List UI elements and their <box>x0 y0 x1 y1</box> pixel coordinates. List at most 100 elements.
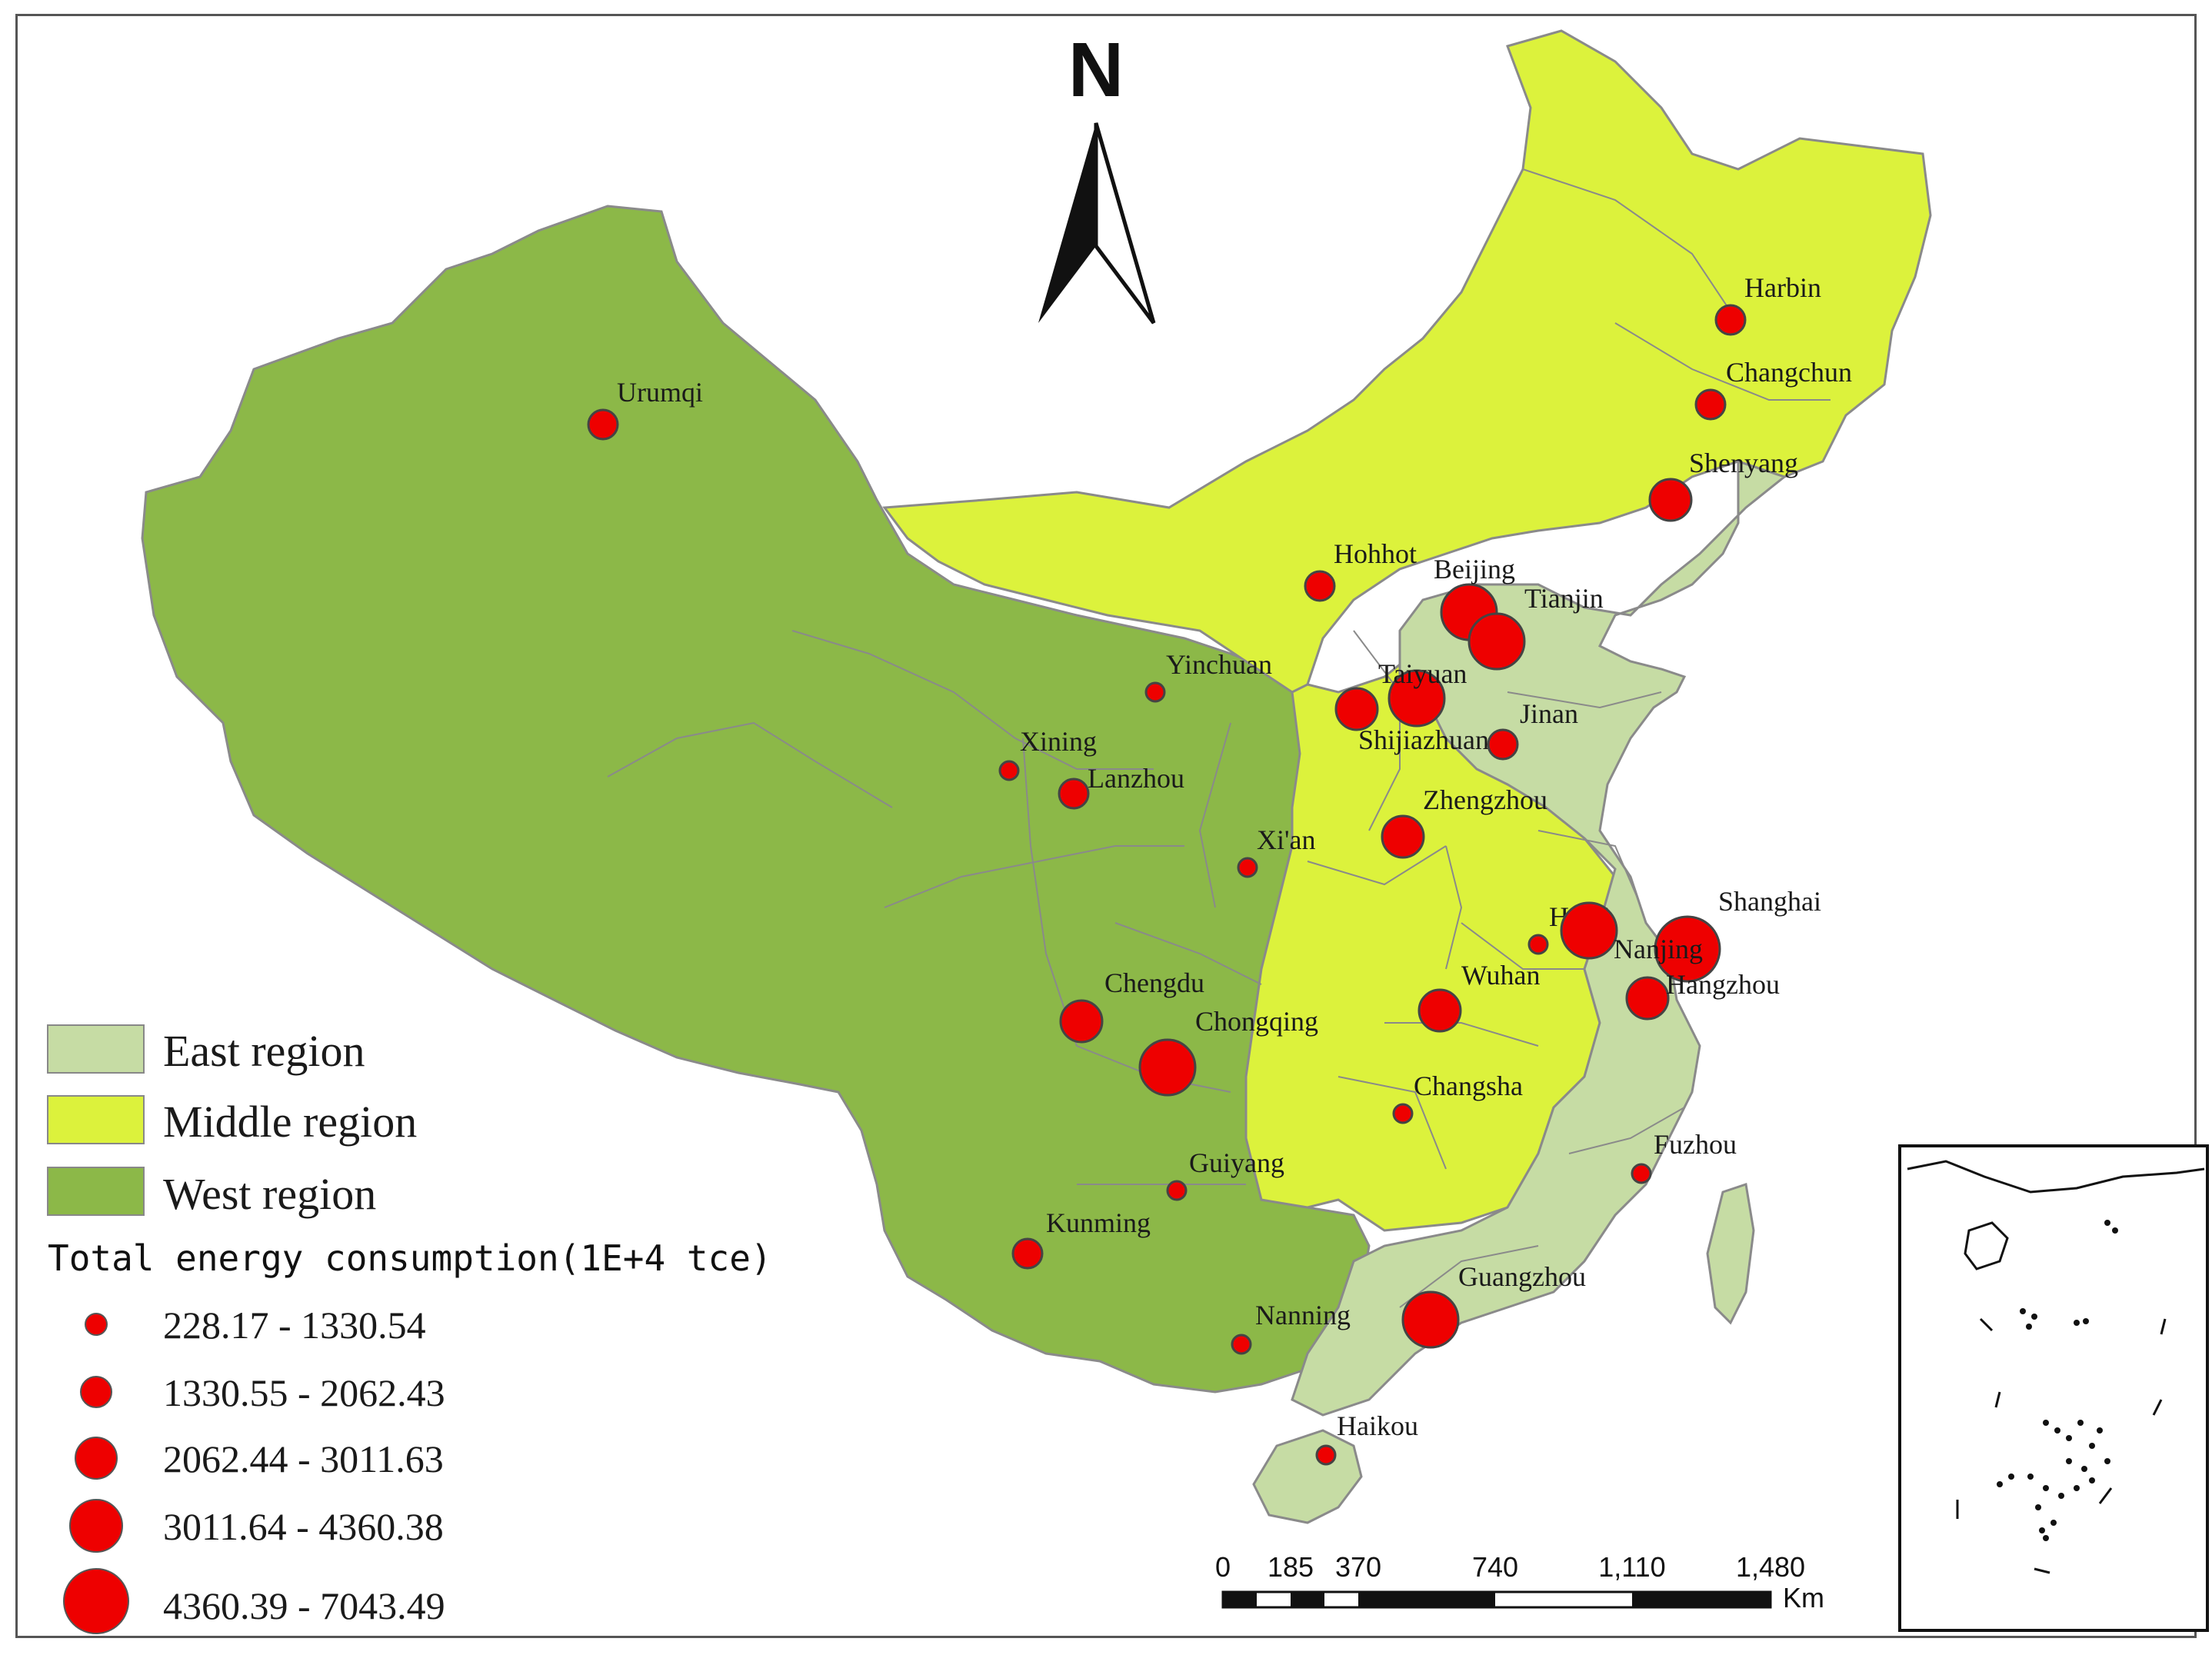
city-marker-urumqi <box>587 408 619 441</box>
city-label-zhengzhou: Zhengzhou <box>1423 784 1547 815</box>
legend-class-3: 2062.44 - 3011.63 <box>75 1437 444 1480</box>
city-nanjing: Nanjing <box>1560 901 1703 964</box>
legend-region-east: East region <box>47 1024 365 1076</box>
city-beijing: Beijing <box>1434 554 1515 641</box>
legend-circle-2 <box>80 1376 112 1408</box>
city-label-wuhan: Wuhan <box>1461 960 1541 991</box>
middle-region-area <box>882 29 1932 1232</box>
city-lanzhou: Lanzhou <box>1058 763 1184 810</box>
legend-label-west: West region <box>163 1169 376 1219</box>
city-marker-nanning <box>1231 1334 1252 1355</box>
city-marker-yinchuan <box>1144 681 1166 703</box>
legend-swatch-middle <box>47 1095 145 1144</box>
city-marker-taiyuan <box>1387 669 1446 728</box>
city-shanghai: Shanghai <box>1654 886 1821 983</box>
city-guiyang: Guiyang <box>1166 1147 1284 1201</box>
city-kunming: Kunming <box>1011 1207 1151 1270</box>
scale-unit: Km <box>1783 1582 1824 1613</box>
north-arrow: N <box>1038 27 1156 325</box>
city-marker-shenyang <box>1648 478 1693 522</box>
city-taiyuan: Taiyuan <box>1378 658 1467 728</box>
city-guangzhou: Guangzhou <box>1401 1261 1586 1349</box>
legend-range-3: 2062.44 - 3011.63 <box>163 1437 444 1480</box>
city-changsha: Changsha <box>1392 1071 1523 1124</box>
city-haikou: Haikou <box>1315 1410 1418 1466</box>
city-marker-lanzhou <box>1058 778 1090 810</box>
city-yinchuan: Yinchuan <box>1144 649 1272 703</box>
city-marker-hefei <box>1527 934 1549 955</box>
city-label-shijiazhuang: Shijiazhuang <box>1358 724 1503 755</box>
legend-range-1: 228.17 - 1330.54 <box>163 1304 426 1347</box>
city-marker-xi-an <box>1237 857 1258 878</box>
city-hangzhou: Hangzhou <box>1625 969 1780 1021</box>
scale-segment-4 <box>1632 1592 1771 1607</box>
city-label-xining: Xining <box>1020 726 1097 757</box>
legend-region-middle: Middle region <box>47 1095 417 1147</box>
city-label-guiyang: Guiyang <box>1189 1147 1284 1178</box>
city-label-haikou: Haikou <box>1337 1410 1418 1441</box>
city-marker-wuhan <box>1417 988 1462 1033</box>
city-harbin: Harbin <box>1714 272 1821 336</box>
hainan-island <box>1252 1429 1363 1524</box>
legend-class-2: 1330.55 - 2062.43 <box>80 1371 445 1414</box>
city-fuzhou: Fuzhou <box>1631 1129 1737 1184</box>
city-xi-an: Xi'an <box>1237 824 1315 878</box>
city-marker-kunming <box>1011 1237 1044 1270</box>
city-marker-xining <box>998 760 1020 781</box>
city-label-chongqing: Chongqing <box>1195 1006 1318 1037</box>
north-arrow-label: N <box>1068 27 1124 113</box>
city-label-urumqi: Urumqi <box>617 377 703 408</box>
scale-segment-1 <box>1223 1592 1257 1607</box>
city-chengdu: Chengdu <box>1059 967 1204 1044</box>
city-label-jinan: Jinan <box>1520 698 1578 729</box>
city-marker-guangzhou <box>1401 1290 1460 1349</box>
legend-label-east: East region <box>163 1026 365 1076</box>
city-marker-guiyang <box>1166 1180 1188 1201</box>
north-arrow-left-half <box>1038 123 1096 323</box>
scale-tick-1110: 1,110 <box>1598 1551 1665 1583</box>
city-label-fuzhou: Fuzhou <box>1654 1129 1737 1160</box>
legend: East region Middle region West region To… <box>47 1024 772 1634</box>
scale-tick-185: 185 <box>1268 1551 1314 1583</box>
city-label-kunming: Kunming <box>1046 1207 1151 1238</box>
legend-circle-5 <box>63 1568 129 1634</box>
legend-label-middle: Middle region <box>163 1097 417 1147</box>
city-label-shenyang: Shenyang <box>1689 448 1798 478</box>
city-markers: Harbin Changchun Shenyang Urumqi Hohhot Beiji… <box>587 272 1852 1466</box>
city-label-hohhot: Hohhot <box>1334 538 1417 569</box>
city-tianjin: Tianjin <box>1467 583 1604 671</box>
city-chongqing: Chongqing <box>1138 1006 1318 1097</box>
city-label-changchun: Changchun <box>1726 357 1852 388</box>
city-marker-jinan <box>1487 728 1519 761</box>
city-urumqi: Urumqi <box>587 377 703 441</box>
city-marker-tianjin <box>1467 612 1526 671</box>
city-marker-haikou <box>1315 1444 1337 1466</box>
legend-class-1: 228.17 - 1330.54 <box>85 1304 426 1347</box>
legend-title: Total energy consumption(1E+4 tce) <box>48 1237 772 1279</box>
city-label-nanjing: Nanjing <box>1614 934 1703 964</box>
scale-tick-740: 740 <box>1472 1551 1518 1583</box>
city-label-changsha: Changsha <box>1414 1071 1523 1101</box>
scale-bar: 0 185 370 740 1,110 1,480 Km <box>1215 1551 1824 1613</box>
city-xining: Xining <box>998 726 1097 781</box>
city-marker-nanjing <box>1560 901 1618 960</box>
city-marker-harbin <box>1714 304 1747 336</box>
legend-circle-1 <box>85 1313 108 1336</box>
legend-range-5: 4360.39 - 7043.49 <box>163 1584 445 1627</box>
city-changchun: Changchun <box>1694 357 1852 421</box>
city-marker-shanghai <box>1654 915 1721 983</box>
city-shenyang: Shenyang <box>1648 448 1798 522</box>
city-jinan: Jinan <box>1487 698 1578 761</box>
south-china-sea-inset <box>1898 1144 2209 1632</box>
city-label-yinchuan: Yinchuan <box>1166 649 1272 680</box>
legend-range-2: 1330.55 - 2062.43 <box>163 1371 445 1414</box>
scale-tick-1480: 1,480 <box>1736 1551 1805 1583</box>
north-arrow-right-half <box>1094 122 1156 325</box>
city-marker-zhengzhou <box>1381 814 1425 859</box>
city-label-guangzhou: Guangzhou <box>1458 1261 1586 1292</box>
taiwan-island <box>1706 1183 1755 1325</box>
city-nanning: Nanning <box>1231 1300 1351 1355</box>
scale-segment-3 <box>1358 1592 1495 1607</box>
city-zhengzhou: Zhengzhou <box>1381 784 1547 859</box>
